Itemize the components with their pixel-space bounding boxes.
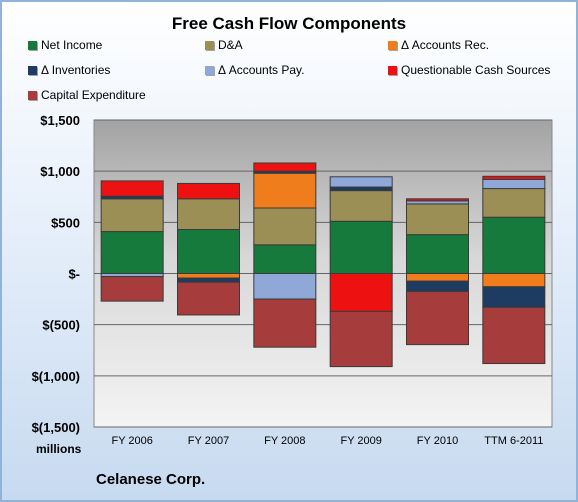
bar-segment xyxy=(482,216,546,274)
bar-segment xyxy=(329,310,393,368)
legend-label: Net Income xyxy=(41,38,103,52)
legend-swatch xyxy=(388,65,397,75)
y-tick-label: $1,000 xyxy=(40,164,80,179)
legend-item: Net Income xyxy=(28,38,102,52)
legend-swatch xyxy=(205,40,214,50)
legend-item: Questionable Cash Sources xyxy=(388,63,550,77)
legend-item: Δ Accounts Rec. xyxy=(388,38,489,52)
bar-segment xyxy=(177,281,240,316)
bar-segment xyxy=(329,273,393,312)
bar-segment xyxy=(482,273,546,288)
legend-item: Δ Accounts Pay. xyxy=(205,63,305,77)
bar-segment xyxy=(482,306,546,365)
x-tick-label: FY 2010 xyxy=(417,435,458,447)
bar-segment xyxy=(329,176,393,188)
bar-segment xyxy=(482,286,546,308)
bar-segment xyxy=(253,207,317,246)
company-label: Celanese Corp. xyxy=(96,471,206,488)
bar-segment xyxy=(177,182,240,200)
x-tick-label: FY 2008 xyxy=(264,435,305,447)
legend-swatch xyxy=(388,40,397,50)
legend-swatch xyxy=(205,65,214,75)
y-tick-label: $- xyxy=(68,267,80,282)
legend-label: D&A xyxy=(218,38,243,52)
bar-segment xyxy=(482,188,546,218)
bar-segment xyxy=(253,162,317,172)
legend-label: Δ Accounts Rec. xyxy=(401,38,490,52)
bar-segment xyxy=(177,277,240,283)
y-tick-label: $500 xyxy=(51,215,80,230)
bar-segment xyxy=(329,220,393,274)
legend-label: Capital Expenditure xyxy=(41,88,146,102)
bar-segment xyxy=(253,172,317,209)
bar-segment xyxy=(406,198,469,202)
x-tick-label: FY 2006 xyxy=(111,435,152,447)
bar-segment xyxy=(253,273,317,300)
bar-segment xyxy=(329,186,393,192)
unit-label: millions xyxy=(36,442,82,456)
bar-segment xyxy=(253,244,317,274)
bar-segment xyxy=(253,298,317,348)
bar-segment xyxy=(406,273,469,282)
legend-swatch xyxy=(28,90,37,100)
bar-segment xyxy=(329,190,393,222)
x-tick-label: FY 2009 xyxy=(340,435,381,447)
bar-segment xyxy=(100,180,164,197)
y-tick-label: $(1,000) xyxy=(32,369,80,384)
bar-segment xyxy=(100,276,164,302)
y-tick-label: $(1,500) xyxy=(32,420,80,435)
legend-label: Δ Accounts Pay. xyxy=(218,63,305,77)
bar-segment xyxy=(177,273,240,279)
y-tick-label: $1,500 xyxy=(40,113,80,128)
bar-segment xyxy=(100,231,164,274)
x-tick-label: TTM 6-2011 xyxy=(484,435,543,447)
bar-segment xyxy=(406,203,469,236)
legend-label: Questionable Cash Sources xyxy=(401,63,551,77)
bar-segment xyxy=(177,228,240,275)
bar-segment xyxy=(406,290,469,346)
legend-item: D&A xyxy=(205,38,243,52)
bar-segment xyxy=(482,178,546,190)
bar-segment xyxy=(406,234,469,274)
legend-label: Δ Inventories xyxy=(41,63,111,77)
chart-title: Free Cash Flow Components xyxy=(171,14,407,33)
x-tick-label: FY 2007 xyxy=(188,435,229,447)
legend-swatch xyxy=(28,40,37,50)
legend-item: Capital Expenditure xyxy=(28,88,146,102)
bar-segment xyxy=(100,198,164,233)
legend-item: Δ Inventories xyxy=(28,63,110,77)
bar-segment xyxy=(406,280,469,292)
bar-segment xyxy=(177,198,240,230)
bar-segment xyxy=(482,175,546,180)
y-tick-label: $(500) xyxy=(42,318,80,333)
legend-swatch xyxy=(28,65,37,75)
